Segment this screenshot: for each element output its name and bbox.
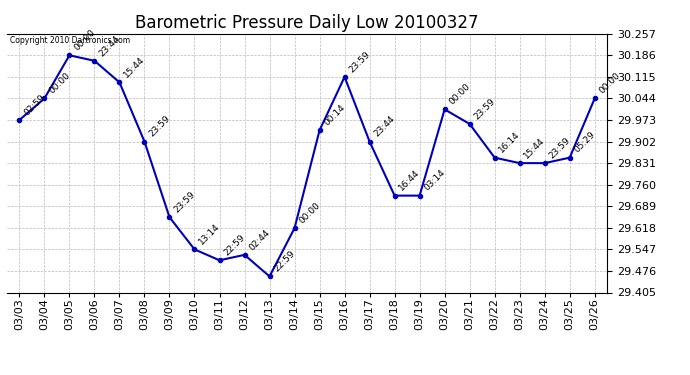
Text: 15:44: 15:44 <box>522 136 547 160</box>
Text: 00:00: 00:00 <box>72 28 97 53</box>
Text: 23:59: 23:59 <box>147 114 172 139</box>
Text: 02:44: 02:44 <box>247 228 272 252</box>
Text: 23:59: 23:59 <box>172 190 197 214</box>
Text: 05:29: 05:29 <box>573 130 597 155</box>
Text: 23:44: 23:44 <box>373 114 397 139</box>
Text: 23:59: 23:59 <box>547 136 572 160</box>
Text: 23:59: 23:59 <box>347 50 372 74</box>
Text: 03:14: 03:14 <box>422 168 447 193</box>
Text: 16:44: 16:44 <box>397 168 422 193</box>
Text: 22:59: 22:59 <box>222 233 247 258</box>
Title: Barometric Pressure Daily Low 20100327: Barometric Pressure Daily Low 20100327 <box>135 14 479 32</box>
Text: 23:59: 23:59 <box>473 97 497 121</box>
Text: 02:59: 02:59 <box>22 93 47 117</box>
Text: 00:14: 00:14 <box>322 103 347 128</box>
Text: 00:00: 00:00 <box>598 71 622 96</box>
Text: 00:00: 00:00 <box>47 71 72 96</box>
Text: 16:14: 16:14 <box>497 130 522 155</box>
Text: 22:59: 22:59 <box>273 249 297 274</box>
Text: Copyright 2010 Dartronics.com: Copyright 2010 Dartronics.com <box>10 36 130 45</box>
Text: 15:44: 15:44 <box>122 55 147 80</box>
Text: 13:14: 13:14 <box>197 222 222 247</box>
Text: 00:00: 00:00 <box>447 82 472 106</box>
Text: 23:44: 23:44 <box>97 34 121 58</box>
Text: 00:00: 00:00 <box>297 201 322 225</box>
